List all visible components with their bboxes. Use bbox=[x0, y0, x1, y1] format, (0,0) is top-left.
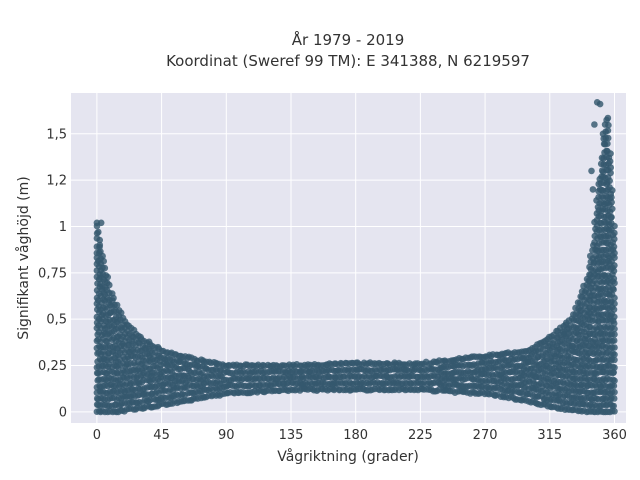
data-point bbox=[610, 369, 617, 376]
data-point bbox=[611, 222, 618, 230]
data-point bbox=[596, 186, 604, 193]
x-tick-label: 0 bbox=[93, 428, 101, 443]
data-point bbox=[607, 164, 614, 171]
data-point bbox=[110, 294, 117, 302]
data-point bbox=[97, 219, 105, 227]
data-point bbox=[117, 309, 125, 317]
data-point bbox=[591, 121, 598, 128]
data-point bbox=[609, 187, 616, 194]
chart-subtitle: Koordinat (Sweref 99 TM): E 341388, N 62… bbox=[166, 52, 530, 70]
y-tick-label: 0 bbox=[59, 405, 67, 420]
data-point bbox=[610, 267, 618, 275]
data-point bbox=[611, 344, 618, 351]
data-point bbox=[604, 114, 612, 122]
x-tick-label: 90 bbox=[218, 428, 235, 443]
data-point bbox=[605, 121, 612, 129]
data-point bbox=[596, 100, 604, 108]
data-point bbox=[606, 177, 613, 185]
data-point bbox=[607, 150, 614, 157]
data-point bbox=[560, 330, 568, 338]
data-point bbox=[104, 273, 111, 281]
data-point bbox=[106, 281, 113, 289]
data-point bbox=[611, 364, 618, 371]
y-tick-label: 0,25 bbox=[38, 359, 67, 374]
data-point bbox=[610, 275, 618, 282]
data-point bbox=[95, 228, 102, 236]
data-point bbox=[611, 377, 618, 385]
data-point bbox=[610, 306, 618, 313]
y-tick-label: 1,2 bbox=[46, 174, 67, 189]
data-point bbox=[101, 264, 109, 272]
data-point bbox=[604, 134, 612, 142]
y-axis-label: Signifikant våghöjd (m) bbox=[15, 176, 32, 339]
data-point bbox=[610, 402, 617, 410]
data-point bbox=[610, 395, 618, 402]
data-point bbox=[611, 229, 618, 237]
data-point bbox=[611, 331, 618, 338]
x-tick-label: 180 bbox=[343, 428, 368, 443]
data-point bbox=[96, 241, 104, 249]
data-point bbox=[611, 300, 618, 308]
data-point bbox=[113, 301, 121, 309]
x-tick-label: 270 bbox=[473, 428, 498, 443]
data-point bbox=[99, 252, 106, 260]
data-point bbox=[611, 356, 618, 364]
x-tick-label: 360 bbox=[602, 428, 627, 443]
data-point bbox=[611, 262, 618, 269]
x-tick-label: 135 bbox=[279, 428, 304, 443]
data-point bbox=[606, 315, 614, 323]
data-point bbox=[610, 243, 618, 250]
x-tick-label: 225 bbox=[408, 428, 433, 443]
y-tick-label: 0,5 bbox=[46, 313, 67, 328]
data-points bbox=[93, 99, 618, 416]
y-tick-label: 1,5 bbox=[46, 127, 67, 142]
data-point bbox=[607, 169, 614, 177]
data-point bbox=[604, 140, 611, 147]
data-point bbox=[611, 249, 618, 257]
data-point bbox=[608, 199, 615, 206]
data-point bbox=[611, 235, 618, 243]
data-point bbox=[588, 167, 595, 175]
data-point bbox=[599, 130, 607, 138]
data-point bbox=[608, 194, 615, 201]
data-point bbox=[609, 205, 616, 213]
data-point bbox=[611, 408, 618, 415]
data-point bbox=[611, 254, 618, 261]
x-tick-label: 315 bbox=[537, 428, 562, 443]
y-tick-label: 0,75 bbox=[38, 266, 67, 281]
data-point bbox=[589, 186, 597, 193]
data-point bbox=[611, 388, 618, 396]
data-point bbox=[100, 257, 107, 265]
data-point bbox=[611, 325, 618, 333]
y-tick-label: 1 bbox=[59, 220, 67, 235]
data-point bbox=[611, 351, 618, 358]
x-tick-label: 45 bbox=[153, 428, 170, 443]
data-point bbox=[606, 158, 614, 165]
chart-title: År 1979 - 2019 bbox=[292, 30, 405, 49]
data-point bbox=[611, 294, 618, 302]
data-point bbox=[610, 320, 618, 327]
data-point bbox=[604, 127, 612, 134]
x-axis-label: Vågriktning (grader) bbox=[277, 448, 419, 465]
data-point bbox=[610, 382, 618, 390]
data-point bbox=[610, 337, 618, 344]
data-point bbox=[96, 236, 103, 244]
data-point bbox=[610, 286, 617, 293]
data-point bbox=[608, 213, 615, 221]
tick-labels: 0 45 90 135 180 225 270 315 360 0 0,25 0,5 0,75 1 1,2 1… bbox=[38, 127, 627, 443]
